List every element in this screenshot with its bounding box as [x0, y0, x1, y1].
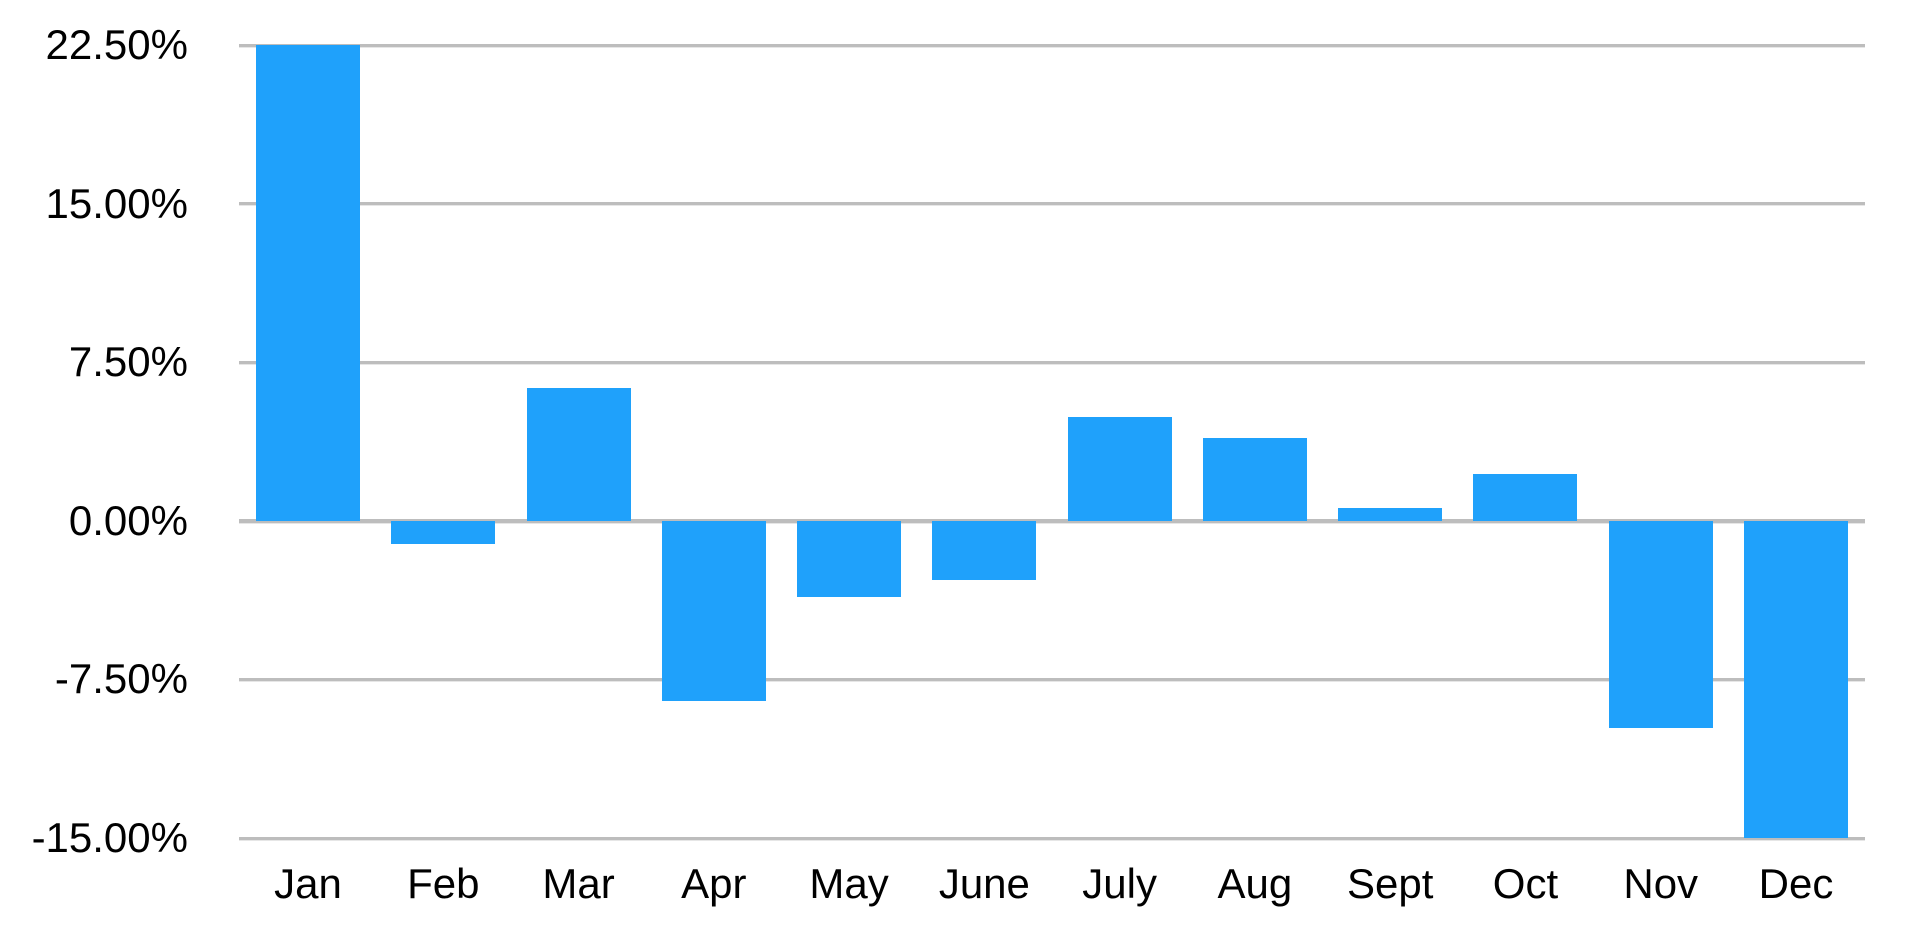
bar-july: [1067, 417, 1172, 521]
x-axis-label: Oct: [1492, 860, 1559, 907]
x-axis-label: Apr: [681, 860, 747, 907]
x-axis-label: Jan: [274, 860, 342, 907]
bar-dec: [1744, 520, 1848, 838]
bar-apr: [661, 520, 766, 701]
plot-area: [239, 43, 1865, 840]
x-axis-label: Aug: [1217, 860, 1293, 907]
x-axis-label: May: [809, 860, 889, 907]
x-axis-label: Feb: [407, 860, 480, 907]
bar-jan: [256, 45, 360, 521]
y-axis-tick-label: -7.50%: [54, 655, 188, 703]
x-axis-label: Nov: [1623, 860, 1699, 907]
x-axis-label: Dec: [1758, 860, 1834, 907]
gridline: [239, 202, 1865, 206]
bar-feb: [391, 520, 496, 545]
bar-may: [797, 520, 902, 597]
x-axis-label: July: [1082, 860, 1157, 907]
x-axis-label: June: [938, 860, 1030, 907]
gridline: [239, 43, 1865, 47]
gridline: [239, 360, 1865, 364]
zero-gridline: [239, 518, 1865, 523]
bar-aug: [1202, 438, 1307, 521]
y-axis-tick-label: 22.50%: [45, 21, 188, 68]
y-axis-tick-label: 7.50%: [68, 338, 188, 386]
gridline: [239, 836, 1865, 840]
bar-sept: [1338, 508, 1443, 521]
bar-june: [932, 520, 1037, 580]
bar-nov: [1608, 520, 1713, 729]
y-axis-tick-label: 0.00%: [68, 496, 188, 544]
gridline: [239, 677, 1865, 681]
bar-mar: [526, 387, 631, 521]
x-axis-label: Sept: [1346, 860, 1434, 907]
y-axis-tick-label: -15.00%: [31, 814, 188, 861]
y-axis-tick-label: 15.00%: [45, 179, 188, 227]
bar-oct: [1473, 474, 1578, 521]
x-axis-label: Mar: [542, 860, 615, 907]
